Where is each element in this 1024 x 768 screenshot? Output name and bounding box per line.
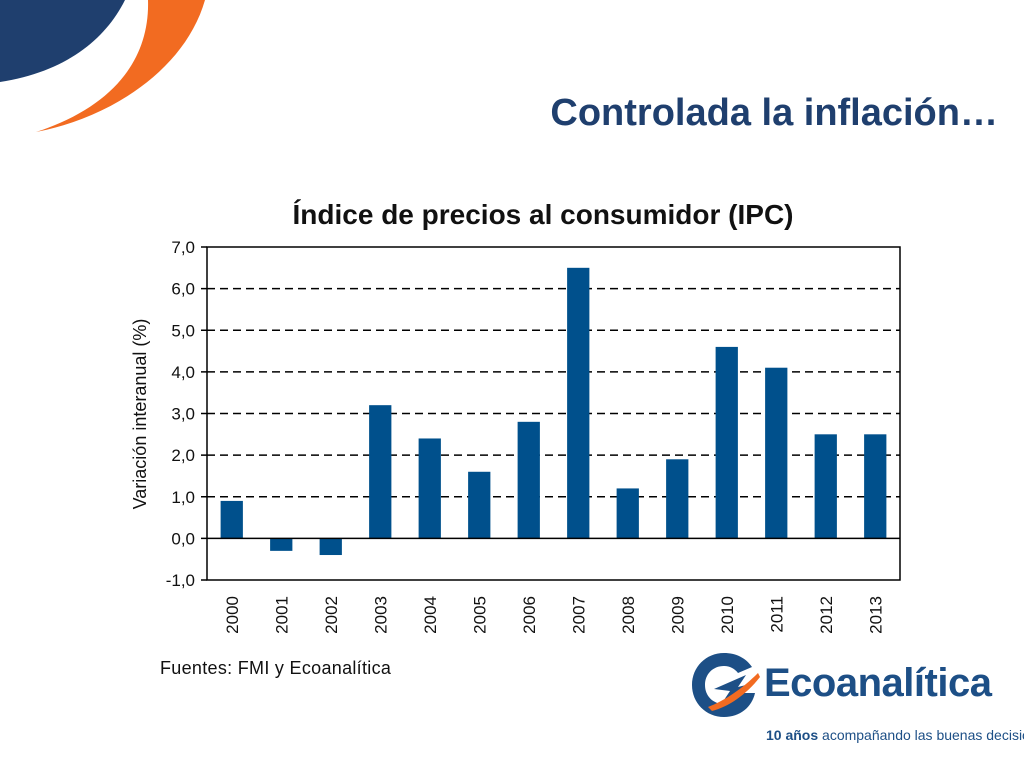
bar-2010 [715,346,738,539]
x-tick-label: 2010 [718,596,737,634]
bar-2009 [666,459,689,539]
x-tick-label: 2012 [817,596,836,634]
bar-2011 [765,367,788,539]
orange-swoosh-shape [36,0,205,132]
y-tick-label: 2,0 [171,446,195,465]
y-tick-label: 6,0 [171,280,195,299]
x-tick-label: 2000 [223,596,242,634]
x-tick-label: 2002 [322,596,341,634]
bar-2001 [270,538,293,551]
ecoanalitica-logo: Ecoanalítica 10 años acompañando las bue… [684,645,1024,755]
x-tick-label: 2001 [272,596,291,634]
gridlines [207,287,900,498]
y-tick-label: -1,0 [166,571,195,590]
x-tick-label: 2004 [421,596,440,634]
bar-2013 [864,434,887,539]
y-axis-label: Variación interanual (%) [130,319,150,510]
decorative-corner-swoosh [0,0,205,132]
bars [220,267,887,556]
tagline-rest: acompañando las buenas decisiones [822,727,1024,743]
x-tick-label: 2006 [520,596,539,634]
navy-swoosh-shape [0,0,125,82]
source-note: Fuentes: FMI y Ecoanalítica [160,658,392,678]
logo-tagline: 10 años acompañando las buenas decisione… [766,727,1024,743]
ecoanalitica-logo-mark-icon [692,653,760,717]
bar-2004 [418,438,441,539]
x-tick-label: 2005 [470,596,489,634]
x-tick-label: 2003 [371,596,390,634]
logo-name: Ecoanalítica [764,661,992,705]
y-tick-label: 1,0 [171,488,195,507]
bar-2003 [369,405,392,539]
bar-2007 [567,267,590,539]
ipc-bar-chart: Índice de precios al consumidor (IPC) Va… [130,199,901,634]
x-tick-labels: 2000 2001 2002 2003 2004 2005 2006 2007 2008 2009… [223,596,886,634]
bar-2006 [517,421,540,539]
x-tick-label: 2008 [619,596,638,634]
y-tick-label: 7,0 [171,238,195,257]
slide-title: Controlada la inflación… [550,92,998,134]
bar-2008 [616,488,639,539]
x-tick-label: 2007 [569,596,588,634]
y-tick-label: 3,0 [171,405,195,424]
x-tick-label: 2009 [668,596,687,634]
x-tick-label: 2011 [767,596,786,633]
bar-2000 [220,500,243,539]
bar-2012 [814,434,837,539]
bar-2002 [319,538,342,556]
tagline-bold: 10 años [766,727,819,743]
y-tick-labels: -1,0 0,0 1,0 2,0 3,0 4,0 5,0 6,0 7,0 [166,238,207,590]
x-tick-label: 2013 [866,596,885,634]
y-tick-label: 0,0 [171,529,195,548]
bar-2005 [468,471,491,539]
chart-title: Índice de precios al consumidor (IPC) [293,199,794,230]
y-tick-label: 5,0 [171,321,195,340]
y-tick-label: 4,0 [171,363,195,382]
